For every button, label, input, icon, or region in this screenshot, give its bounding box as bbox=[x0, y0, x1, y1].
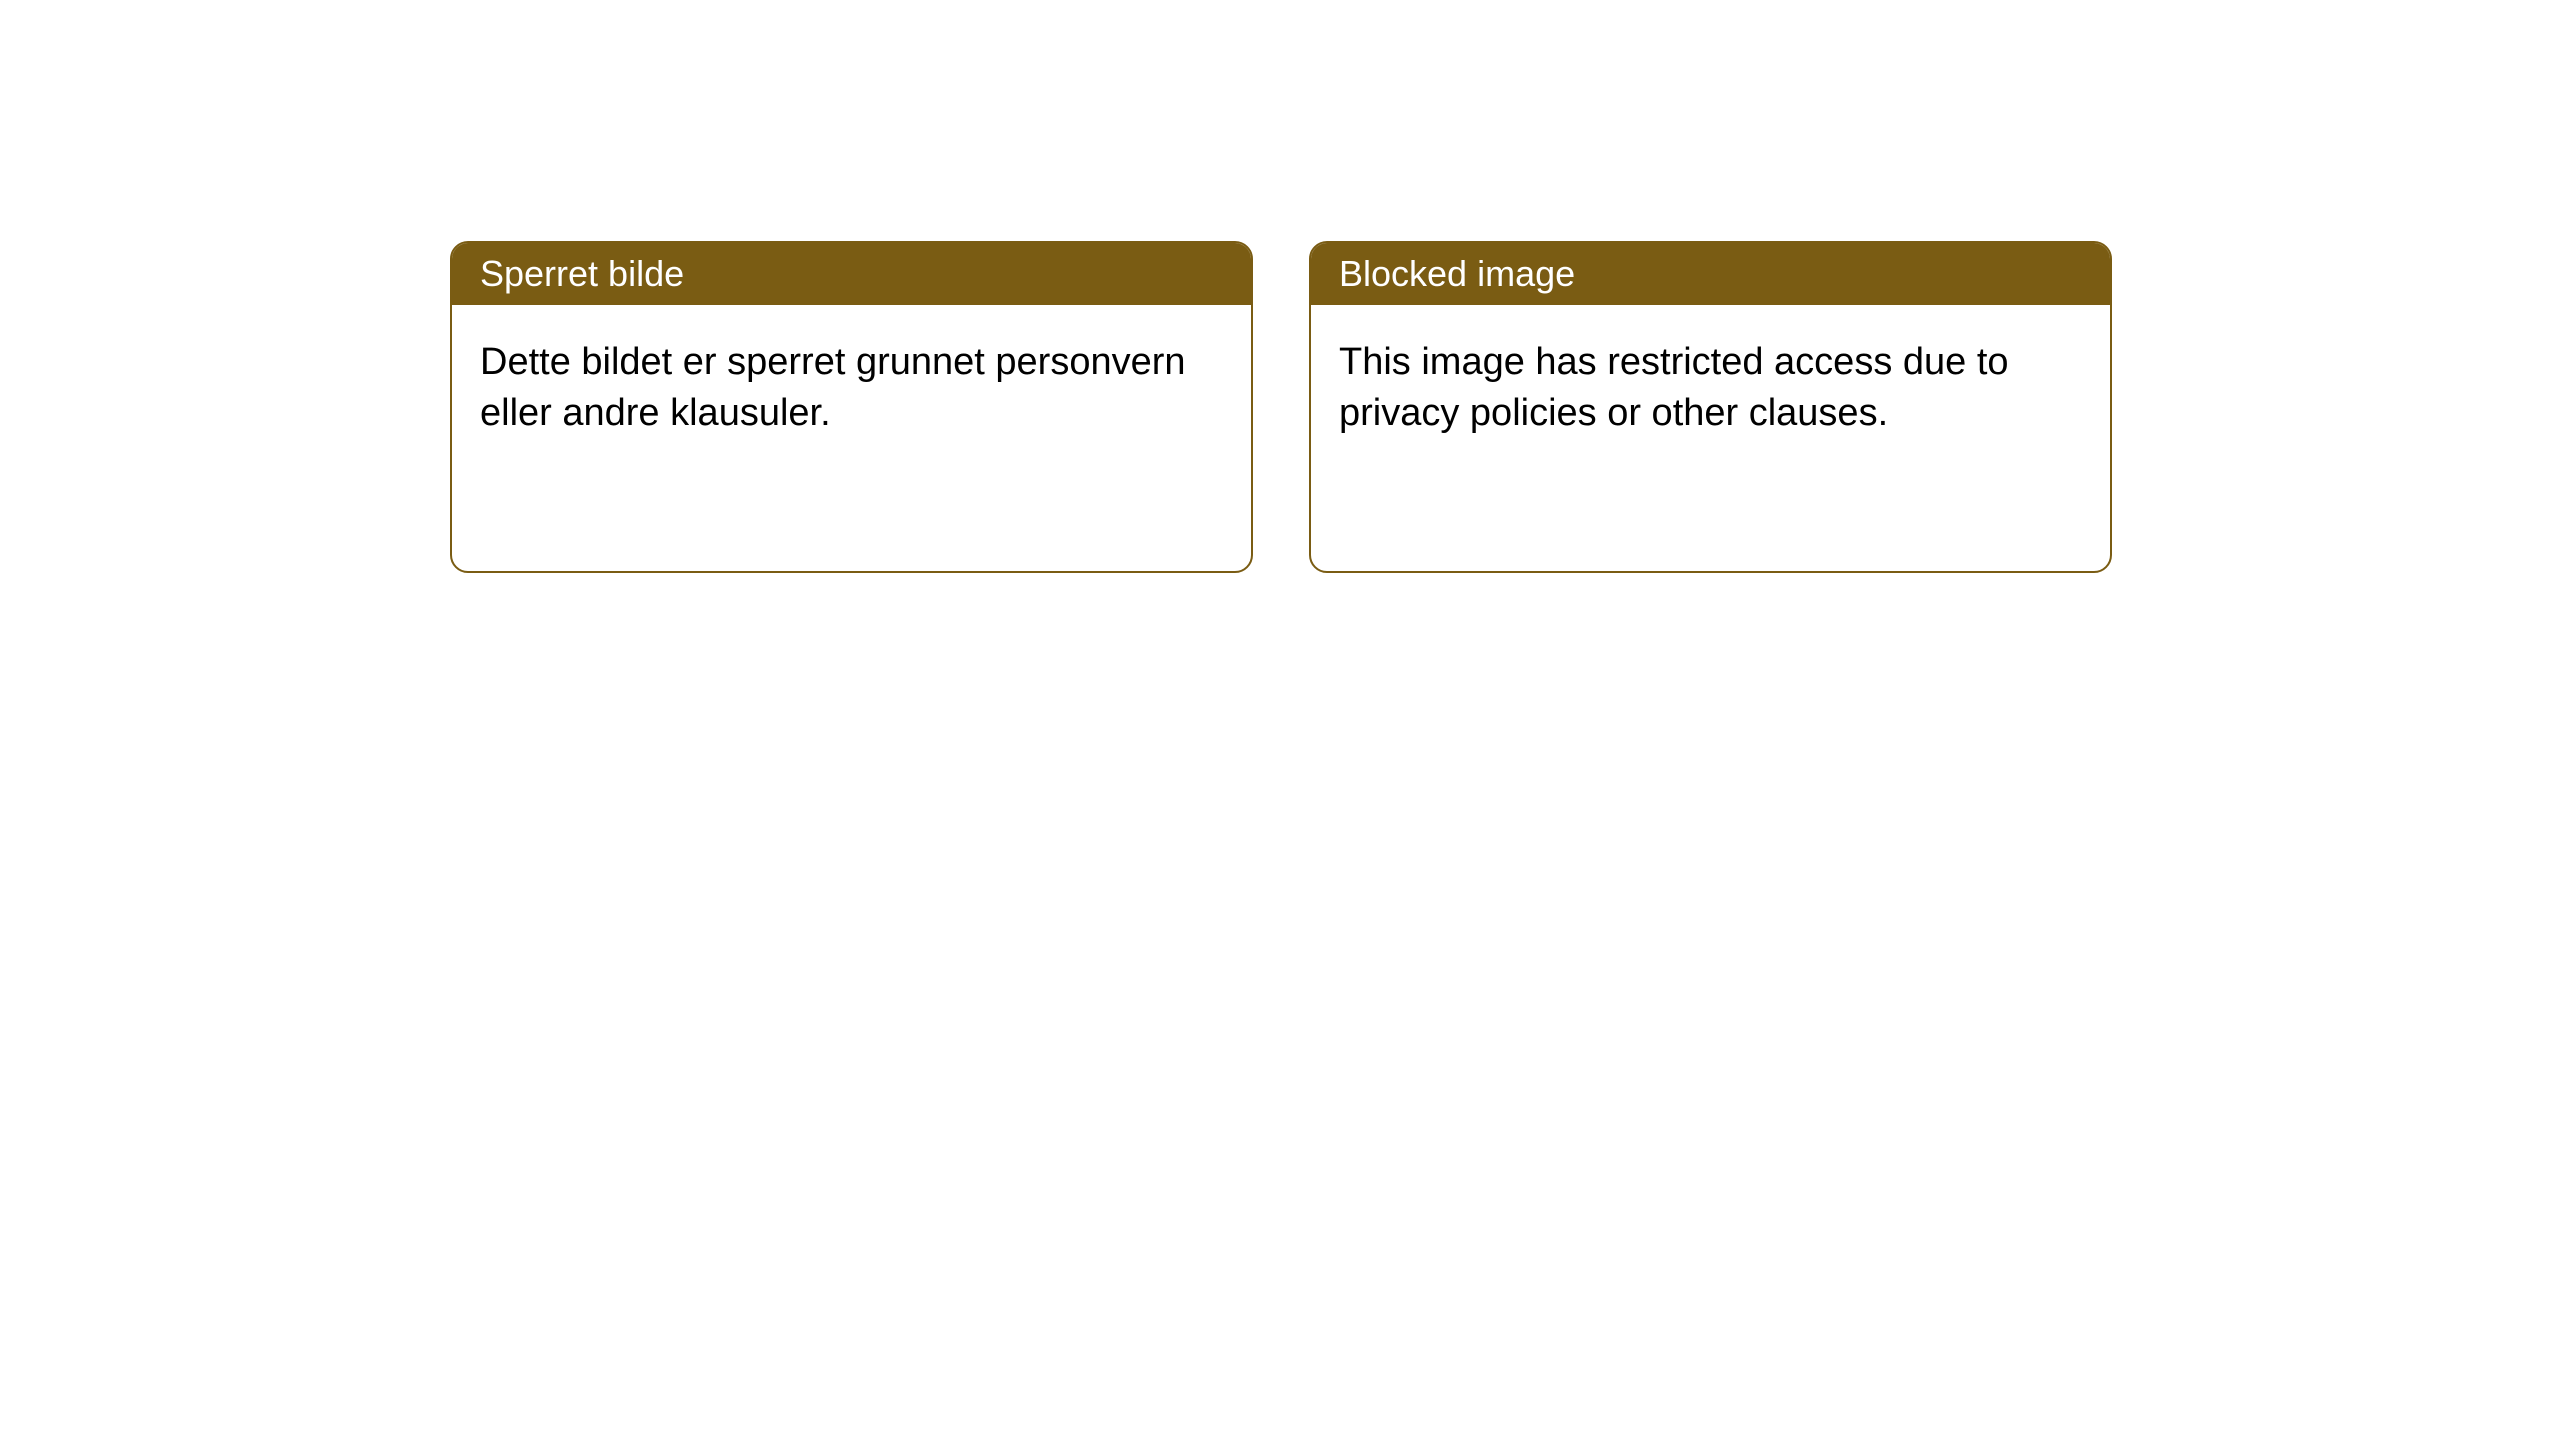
card-body-en: This image has restricted access due to … bbox=[1311, 305, 2110, 472]
blocked-image-cards: Sperret bilde Dette bildet er sperret gr… bbox=[450, 241, 2112, 573]
blocked-image-card-no: Sperret bilde Dette bildet er sperret gr… bbox=[450, 241, 1253, 573]
card-title-no: Sperret bilde bbox=[452, 243, 1251, 305]
blocked-image-card-en: Blocked image This image has restricted … bbox=[1309, 241, 2112, 573]
card-title-en: Blocked image bbox=[1311, 243, 2110, 305]
card-body-no: Dette bildet er sperret grunnet personve… bbox=[452, 305, 1251, 472]
